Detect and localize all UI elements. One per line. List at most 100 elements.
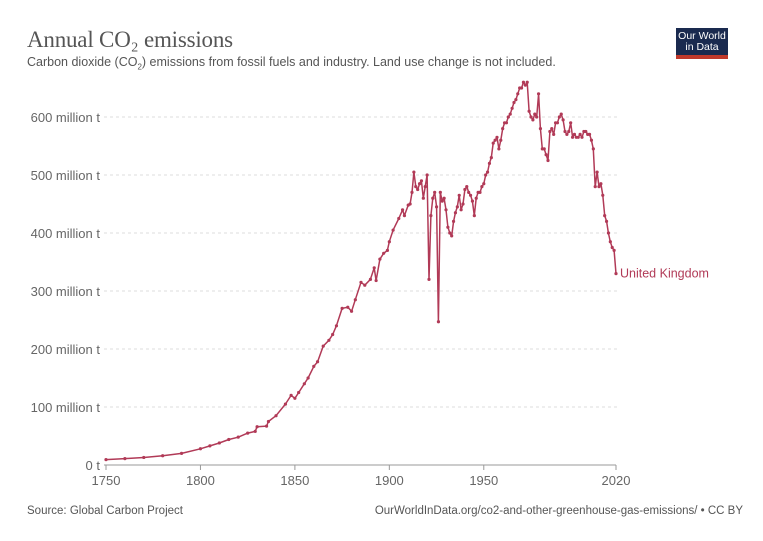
data-point[interactable] bbox=[508, 112, 512, 116]
data-point[interactable] bbox=[559, 112, 563, 116]
data-point[interactable] bbox=[306, 376, 310, 380]
data-point[interactable] bbox=[253, 429, 257, 433]
data-point[interactable] bbox=[161, 454, 165, 458]
data-point[interactable] bbox=[474, 196, 478, 200]
data-point[interactable] bbox=[514, 98, 518, 102]
data-point[interactable] bbox=[578, 132, 582, 136]
data-point[interactable] bbox=[597, 185, 601, 189]
data-point[interactable] bbox=[368, 277, 373, 281]
data-point[interactable] bbox=[493, 138, 497, 142]
data-point[interactable] bbox=[599, 182, 603, 186]
data-point[interactable] bbox=[552, 132, 556, 136]
data-point[interactable] bbox=[472, 214, 476, 218]
data-point[interactable] bbox=[417, 182, 422, 186]
series-label[interactable]: United Kingdom bbox=[620, 267, 709, 281]
data-point[interactable] bbox=[293, 396, 297, 400]
data-point[interactable] bbox=[525, 80, 529, 84]
data-point[interactable] bbox=[264, 424, 269, 428]
data-point[interactable] bbox=[246, 431, 250, 435]
data-point[interactable] bbox=[497, 147, 501, 151]
data-point[interactable] bbox=[414, 185, 418, 189]
data-point[interactable] bbox=[431, 196, 435, 200]
data-point[interactable] bbox=[465, 185, 469, 189]
data-point[interactable] bbox=[548, 129, 552, 134]
data-point[interactable] bbox=[423, 185, 427, 189]
data-point[interactable] bbox=[104, 458, 108, 462]
data-point[interactable] bbox=[400, 208, 405, 212]
data-point[interactable] bbox=[561, 118, 565, 122]
data-point[interactable] bbox=[363, 283, 367, 287]
data-point[interactable] bbox=[516, 92, 520, 96]
data-point[interactable] bbox=[236, 435, 240, 439]
data-point[interactable] bbox=[448, 231, 452, 235]
data-point[interactable] bbox=[519, 86, 524, 90]
data-point[interactable] bbox=[550, 127, 554, 131]
data-point[interactable] bbox=[334, 324, 339, 328]
data-point[interactable] bbox=[349, 309, 354, 313]
data-point[interactable] bbox=[142, 455, 146, 460]
data-point[interactable] bbox=[419, 179, 424, 183]
data-point[interactable] bbox=[402, 214, 407, 218]
data-point[interactable] bbox=[546, 158, 550, 163]
data-point[interactable] bbox=[593, 185, 597, 189]
data-point[interactable] bbox=[536, 92, 541, 96]
data-point[interactable] bbox=[427, 277, 431, 281]
data-point[interactable] bbox=[584, 129, 588, 134]
data-point[interactable] bbox=[434, 205, 439, 209]
data-point[interactable] bbox=[610, 245, 614, 250]
data-point[interactable] bbox=[198, 447, 203, 451]
data-point[interactable] bbox=[572, 132, 577, 136]
data-point[interactable] bbox=[123, 457, 127, 461]
data-point[interactable] bbox=[555, 121, 560, 125]
data-point[interactable] bbox=[510, 106, 514, 110]
data-point[interactable] bbox=[565, 132, 569, 136]
data-point[interactable] bbox=[433, 190, 437, 194]
data-point[interactable] bbox=[374, 278, 378, 283]
data-point[interactable] bbox=[606, 231, 611, 235]
data-point[interactable] bbox=[385, 248, 390, 252]
data-point[interactable] bbox=[297, 390, 301, 395]
data-point[interactable] bbox=[487, 161, 492, 165]
data-point[interactable] bbox=[302, 382, 306, 386]
data-point[interactable] bbox=[274, 414, 278, 418]
owid-logo[interactable]: Our World in Data bbox=[676, 28, 728, 59]
data-point[interactable] bbox=[589, 138, 594, 142]
data-point[interactable] bbox=[527, 109, 531, 113]
data-point[interactable] bbox=[614, 272, 618, 276]
data-point[interactable] bbox=[495, 135, 499, 139]
data-point[interactable] bbox=[482, 182, 486, 186]
url-license-link[interactable]: OurWorldInData.org/co2-and-other-greenho… bbox=[374, 505, 743, 517]
data-point[interactable] bbox=[451, 219, 456, 223]
data-point[interactable] bbox=[529, 115, 533, 119]
data-point[interactable] bbox=[421, 196, 425, 200]
data-point[interactable] bbox=[425, 173, 429, 177]
data-point[interactable] bbox=[538, 127, 543, 131]
data-point[interactable] bbox=[353, 298, 357, 302]
data-point[interactable] bbox=[580, 135, 584, 139]
data-point[interactable] bbox=[595, 170, 599, 174]
data-point[interactable] bbox=[563, 129, 567, 134]
data-point[interactable] bbox=[346, 305, 350, 309]
data-point[interactable] bbox=[485, 170, 490, 174]
data-point[interactable] bbox=[601, 193, 605, 197]
data-point[interactable] bbox=[450, 234, 454, 238]
data-point[interactable] bbox=[608, 240, 612, 244]
data-point[interactable] bbox=[397, 216, 401, 221]
data-point[interactable] bbox=[535, 115, 539, 119]
data-point[interactable] bbox=[542, 147, 546, 151]
data-point[interactable] bbox=[359, 280, 363, 284]
data-point[interactable] bbox=[312, 364, 316, 368]
data-point[interactable] bbox=[576, 135, 580, 139]
data-point[interactable] bbox=[266, 419, 271, 424]
data-point[interactable] bbox=[603, 214, 607, 218]
data-point[interactable] bbox=[587, 132, 592, 136]
data-point[interactable] bbox=[612, 248, 616, 252]
series-line-united-kingdom[interactable] bbox=[105, 81, 617, 461]
data-point[interactable] bbox=[321, 344, 325, 348]
data-point[interactable] bbox=[208, 444, 212, 448]
data-point[interactable] bbox=[410, 190, 414, 194]
data-point[interactable] bbox=[521, 80, 526, 84]
data-point[interactable] bbox=[391, 228, 395, 232]
data-point[interactable] bbox=[484, 173, 488, 177]
data-point[interactable] bbox=[523, 83, 527, 87]
